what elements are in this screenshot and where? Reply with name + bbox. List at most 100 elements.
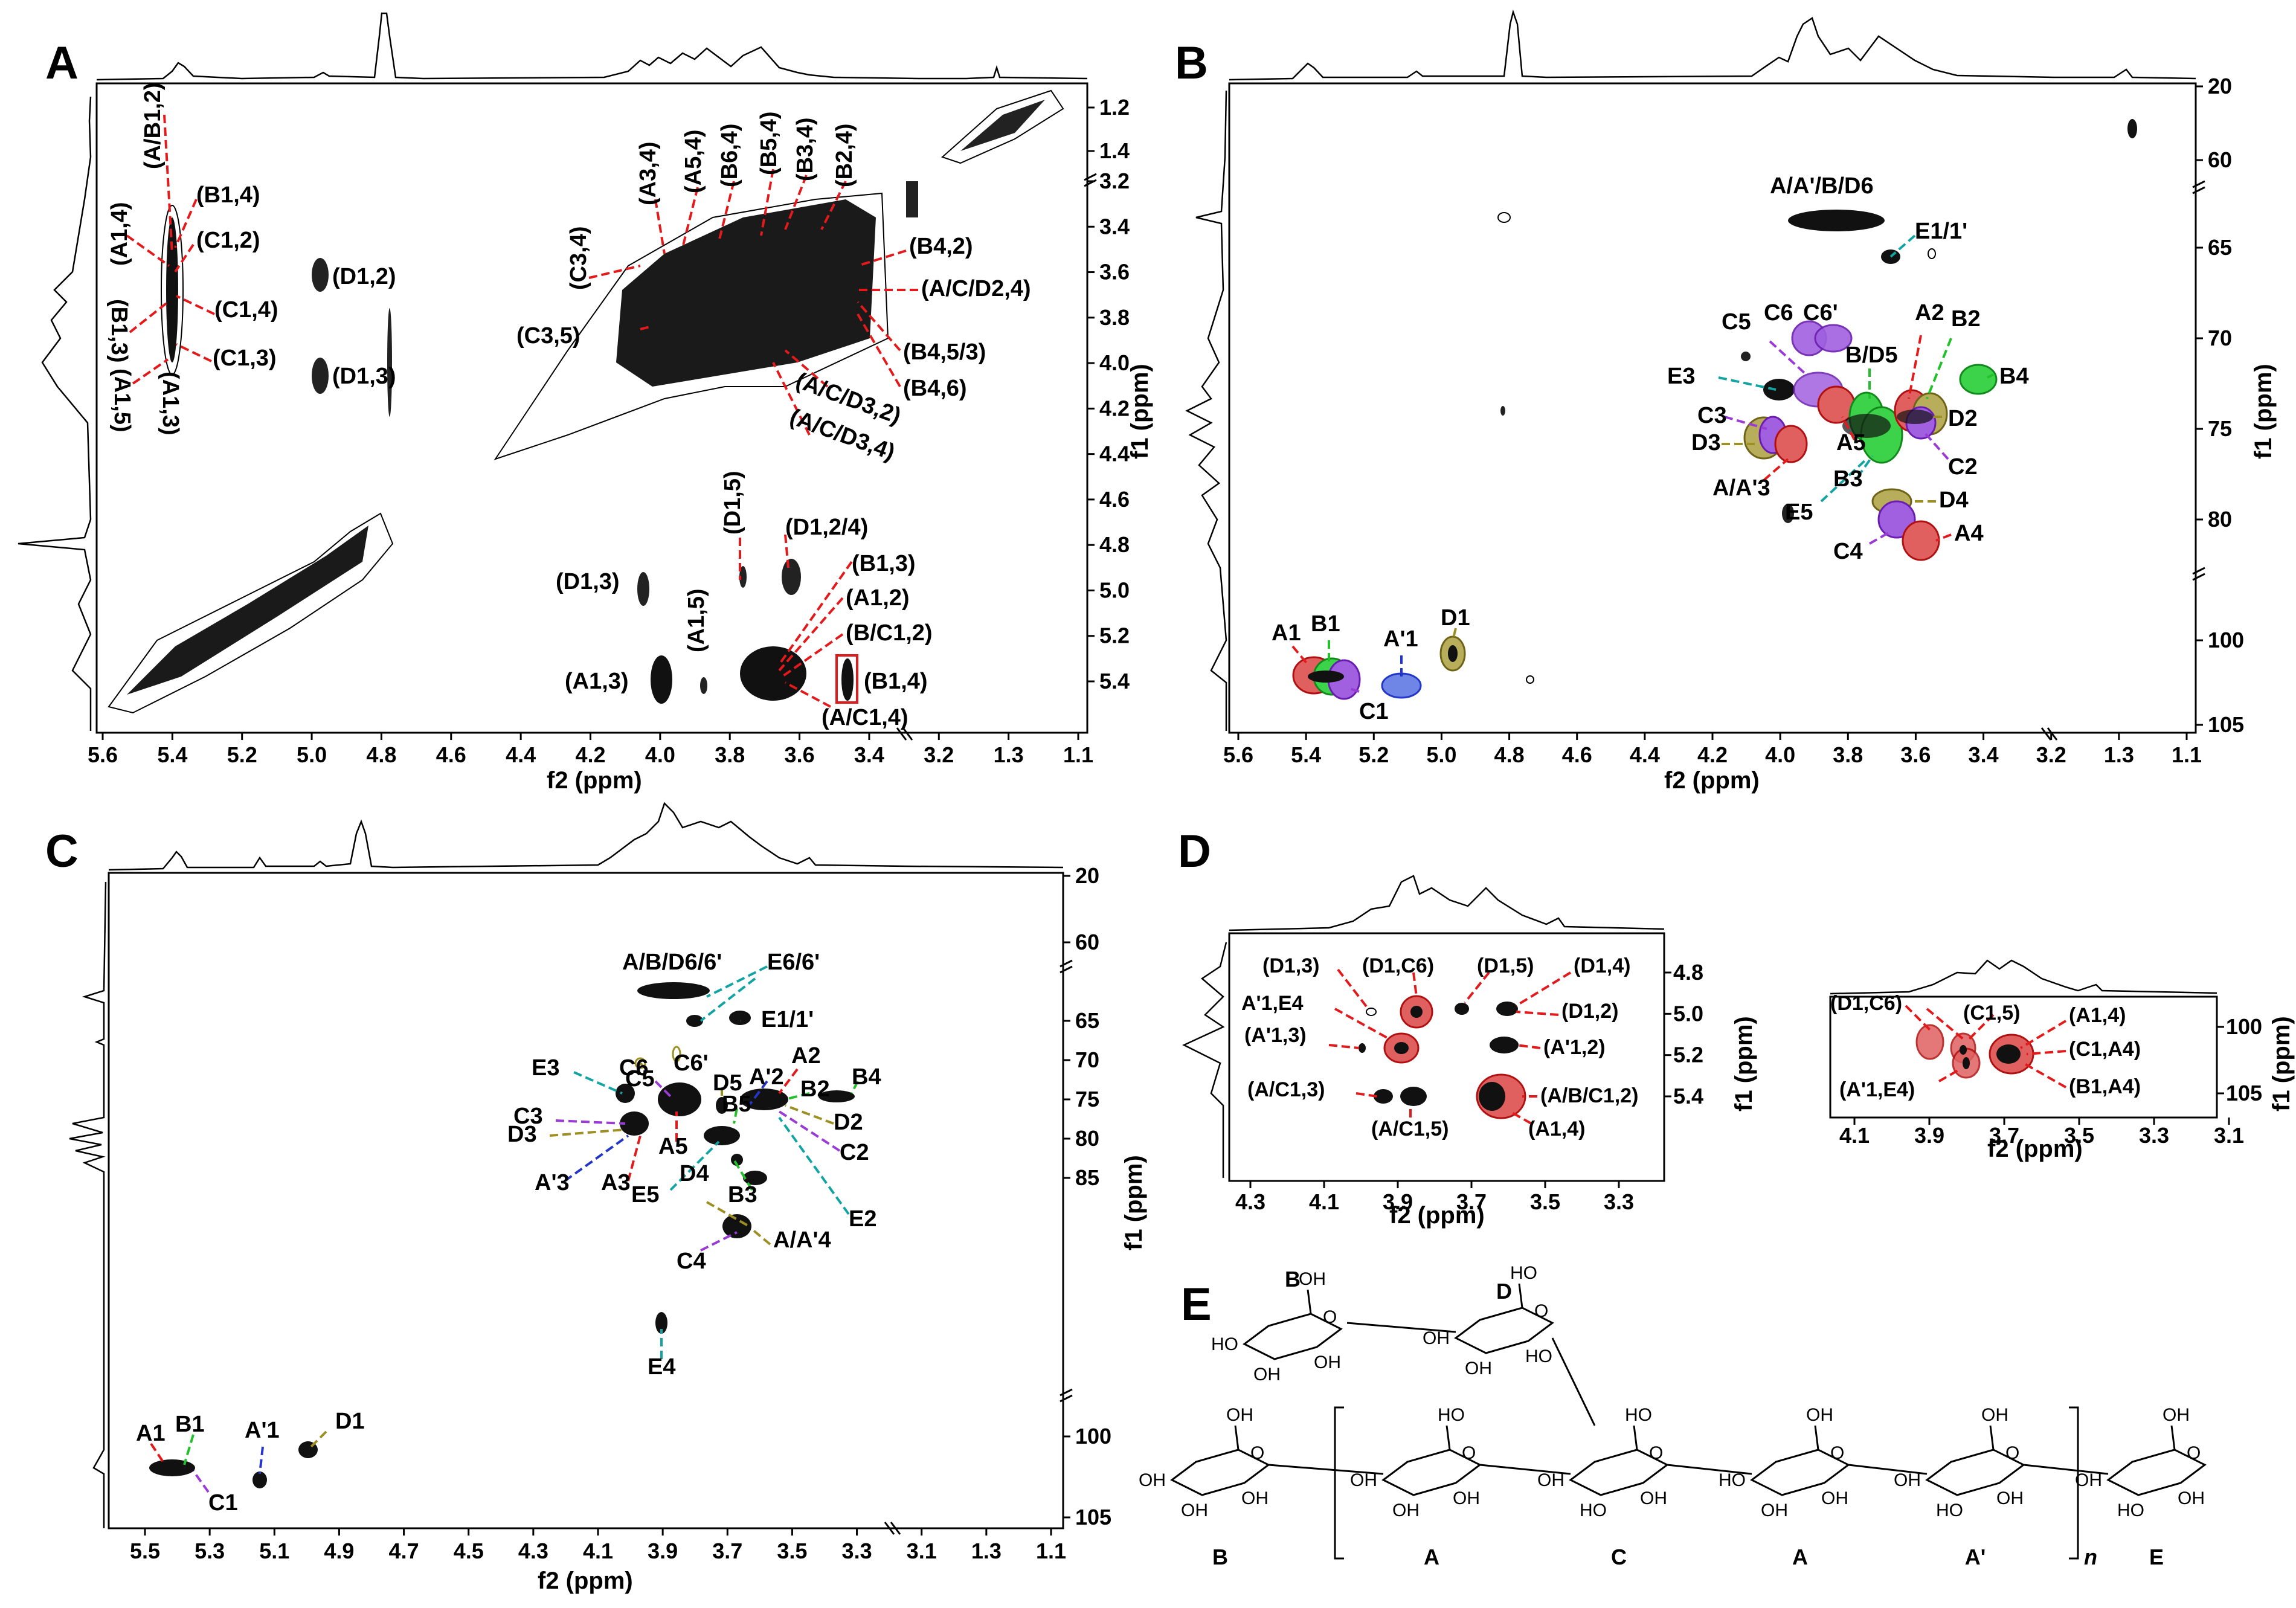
peak-label: D4: [1939, 487, 1969, 513]
substituent: OH: [1806, 1405, 1833, 1425]
substituent: OH: [1465, 1359, 1492, 1378]
bond: [1989, 1425, 1995, 1450]
panel-d-right-x-ticks: 4.1 3.9 3.7 3.5 3.3 3.1: [1839, 1118, 2244, 1148]
contour: [161, 205, 184, 375]
contour: [637, 982, 710, 999]
panel-a-x-ticks: 5.6 5.4 5.2 5.0 4.8 4.6 4.4 4.2 4.0 3.8 3.6 3.4 3.2 1…: [88, 733, 1093, 767]
x-tick-label: 5.6: [88, 742, 118, 767]
signal-Aprime1: [1381, 672, 1422, 699]
x-tick-label: 4.4: [1630, 742, 1660, 767]
substituent: HO: [1438, 1405, 1465, 1425]
y-tick-label: 3.4: [1099, 214, 1130, 239]
panel-b-x-ticks: 5.6 5.4 5.2 5.0 4.8 4.6 4.4 4.2 4.0 3.8 3.6 3.4 3.2 1…: [1223, 733, 2202, 767]
contour: [743, 1171, 767, 1185]
substituent: HO: [1936, 1500, 1963, 1520]
peak-label: D4: [680, 1161, 709, 1186]
x-tick-label: 3.7: [712, 1539, 742, 1563]
panel-d-right-contours: [1915, 1024, 2034, 1079]
peak-label: (B3,4): [793, 117, 818, 181]
y-tick-label: 75: [1075, 1087, 1099, 1111]
peak-label: (A5,4): [681, 129, 706, 193]
y-tick-label: 5.2: [1673, 1043, 1703, 1067]
peak-label: (B6,4): [717, 123, 742, 187]
y-tick-label: 100: [2208, 628, 2244, 652]
peak-label: D3: [1691, 430, 1721, 455]
x-tick-label: 4.9: [324, 1539, 354, 1563]
panel-a-ylabel: f1 (ppm): [1127, 364, 1153, 459]
panel-d-right-ylabel: f1 (ppm): [2268, 1016, 2295, 1111]
y-tick-label: 5.2: [1099, 623, 1130, 648]
peak-label: A/A'4: [773, 1227, 831, 1253]
x-tick-label: 3.6: [1900, 742, 1931, 767]
panel-c-xlabel: f2 (ppm): [538, 1568, 633, 1594]
contour: [1308, 671, 1344, 683]
x-tick-label: 4.7: [389, 1539, 419, 1563]
panel-b: B: [1175, 9, 2277, 794]
panel-d-left-ylabel: f1 (ppm): [1731, 1016, 1757, 1111]
y-tick-label: 4.0: [1099, 350, 1130, 375]
x-tick-label: 4.2: [575, 742, 605, 767]
panel-c-left-spectrum: [69, 881, 107, 1528]
peak-label: (D1,2): [1561, 1000, 1618, 1023]
peak-label: (A/B/C1,2): [1540, 1084, 1638, 1107]
signal-C6prime: [1814, 324, 1853, 353]
contour: [387, 308, 392, 417]
substituent: OH: [1139, 1470, 1166, 1490]
y-tick-label: 4.8: [1673, 960, 1703, 985]
x-tick-label: 3.3: [1604, 1189, 1634, 1214]
contour: [1897, 410, 1933, 424]
x-tick-label: 4.5: [454, 1539, 484, 1563]
panel-b-letter: B: [1175, 37, 1208, 89]
peak-label: (A/C1,4): [822, 705, 908, 730]
substituent: HO: [1525, 1346, 1552, 1366]
contour: [620, 1111, 649, 1136]
peak-label: B1: [1311, 611, 1340, 637]
y-tick-label: 1.4: [1099, 138, 1130, 163]
x-tick-label: 4.2: [1697, 742, 1728, 767]
panel-c-leaders: [150, 965, 859, 1493]
x-tick-label: 5.2: [227, 742, 257, 767]
panel-a-y-ticks: 1.2 1.4 3.2 3.4 3.6 3.8 4.0 4.2 4.4 4.6 4.8 5.0 5.2 5…: [1087, 95, 1130, 693]
substituent: HO: [1580, 1500, 1607, 1520]
peak-label: (B1,3): [852, 551, 916, 576]
x-tick-label: 3.4: [854, 742, 884, 767]
panel-d-left-x-ticks: 4.3 4.1 3.9 3.7 3.5 3.3: [1235, 1181, 1634, 1214]
panel-d-right-labels: (D1,C6) (C1,5) (A1,4) (C1,A4) (A'1,E4) (…: [1830, 992, 2141, 1101]
repeat-bracket-left: [1334, 1406, 1344, 1560]
peak-label: D5: [713, 1070, 742, 1096]
substituent: OH: [1640, 1488, 1667, 1508]
x-tick-label: 1.1: [2172, 742, 2202, 767]
peak-label: C1: [208, 1490, 238, 1516]
peak-label: (A1,5): [684, 588, 709, 652]
peak-label: A1: [1272, 620, 1301, 646]
peak-label: (B4,5/3): [903, 339, 986, 365]
panel-d-right-y-ticks: 100 105: [2217, 1014, 2262, 1105]
y-tick-label: 20: [1075, 863, 1099, 888]
peak-label: A5: [658, 1134, 688, 1159]
x-tick-label: 5.1: [259, 1539, 289, 1563]
contour: [637, 572, 649, 606]
peak-label: C6': [674, 1050, 709, 1076]
panel-c-y-ticks: 20 60 65 70 75 80 85 100 105: [1063, 863, 1111, 1529]
peak-label: (B/C1,2): [846, 620, 933, 646]
x-tick-label: 5.5: [130, 1539, 160, 1563]
panel-c-ylabel: f1 (ppm): [1121, 1155, 1147, 1250]
contour: [716, 1097, 728, 1114]
panel-d-left-y-ticks: 4.8 5.0 5.2 5.4: [1664, 960, 1703, 1108]
panel-a-xlabel: f2 (ppm): [547, 767, 642, 794]
x-tick-label: 5.4: [1291, 742, 1321, 767]
y-tick-label: 105: [1075, 1505, 1111, 1529]
contour: [108, 512, 394, 714]
peak-label: B3: [1833, 466, 1863, 492]
substituent: OH: [1981, 1405, 2008, 1425]
contour: [704, 1126, 740, 1145]
panel-d-right-xlabel: f2 (ppm): [1987, 1136, 2083, 1162]
contour: [1500, 406, 1505, 416]
peak-label: A5: [1836, 430, 1866, 455]
panel-a-letter: A: [45, 37, 79, 89]
peak-label: B2: [800, 1076, 830, 1102]
x-tick-label: 4.8: [1494, 742, 1525, 767]
peak-label: B4: [1999, 364, 2029, 389]
contour: [731, 1154, 743, 1166]
residue-label: E: [2149, 1545, 2164, 1569]
